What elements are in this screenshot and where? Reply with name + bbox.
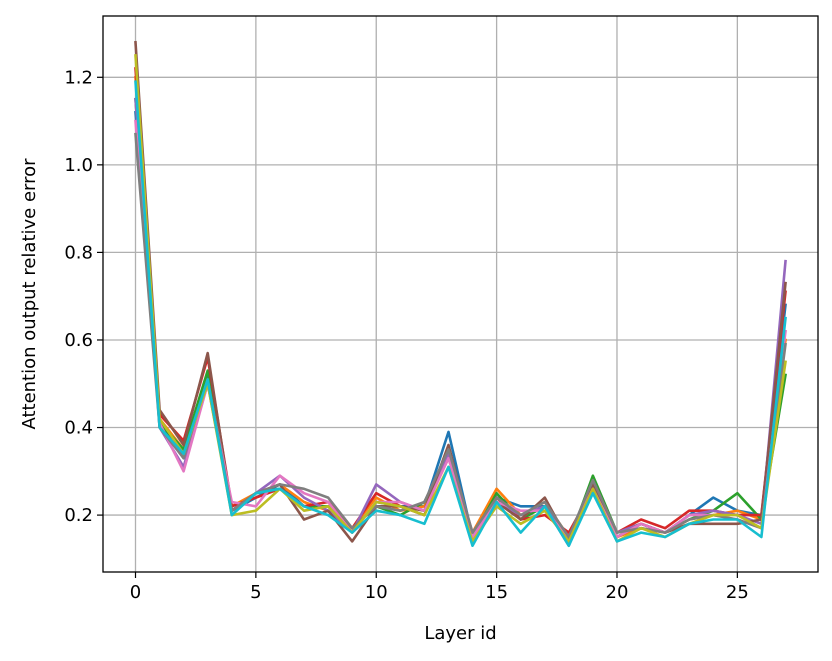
x-tick-label: 5 [250, 582, 261, 603]
x-tick-label: 25 [726, 582, 749, 603]
x-axis-label: Layer id [424, 623, 496, 644]
y-tick-label: 1.0 [64, 155, 93, 176]
y-axis-ticks: 0.2 0.4 0.6 0.8 1.0 1.2 [64, 67, 103, 526]
x-tick-label: 10 [365, 582, 388, 603]
x-axis-ticks: 0 5 10 15 20 25 [130, 572, 749, 603]
y-tick-label: 0.8 [64, 242, 93, 263]
plot-area-frame [102, 15, 819, 573]
x-tick-label: 20 [606, 582, 629, 603]
y-tick-label: 0.2 [64, 505, 93, 526]
x-tick-label: 0 [130, 582, 141, 603]
series-line-8 [134, 132, 787, 539]
grid-lines [103, 16, 818, 572]
x-tick-label: 15 [485, 582, 508, 603]
y-tick-label: 1.2 [64, 67, 93, 88]
y-tick-label: 0.6 [64, 330, 93, 351]
series-line-10 [134, 80, 787, 548]
y-axis-label: Attention output relative error [19, 158, 40, 430]
series-lines [134, 40, 787, 548]
y-tick-label: 0.4 [64, 418, 93, 439]
